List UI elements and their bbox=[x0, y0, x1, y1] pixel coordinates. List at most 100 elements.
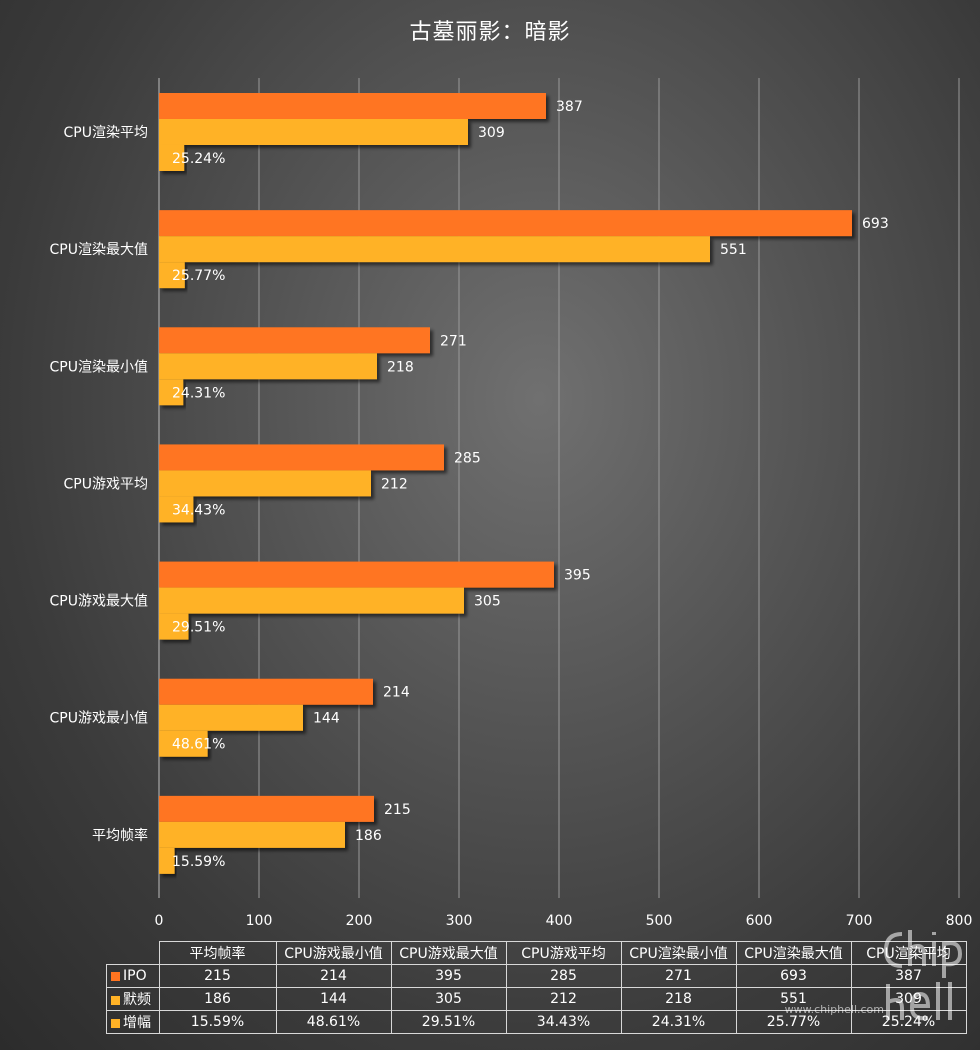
bar-增幅-平均帧率 bbox=[159, 847, 175, 874]
bar-IPO-CPU游戏平均 bbox=[159, 444, 444, 471]
data-label: 395 bbox=[564, 568, 591, 584]
bar-默频-平均帧率 bbox=[159, 821, 345, 848]
bar-IPO-平均帧率 bbox=[159, 795, 374, 822]
table-row: 增幅 15.59% 48.61% 29.51% 34.43% 24.31% 25.77% 25… bbox=[106, 1010, 967, 1034]
legend-label: 默频 bbox=[123, 992, 151, 1008]
watermark-url: www.chiphell.com bbox=[784, 1003, 884, 1016]
table-cell: 387 bbox=[850, 964, 967, 988]
x-tick-label: 500 bbox=[646, 913, 673, 929]
table-cell: 15.59% bbox=[158, 1010, 277, 1034]
table-row-header: 增幅 bbox=[106, 1010, 160, 1034]
data-label: 693 bbox=[862, 216, 889, 232]
x-tick-label: 800 bbox=[946, 913, 973, 929]
table-cell: 395 bbox=[390, 964, 507, 988]
table-column-header: CPU渲染最小值 bbox=[620, 941, 737, 965]
table-cell: 25.77% bbox=[735, 1010, 852, 1034]
x-tick-label: 300 bbox=[446, 913, 473, 929]
x-tick-label: 400 bbox=[546, 913, 573, 929]
table-row: 默频 186 144 305 212 218 551 309 bbox=[106, 987, 967, 1011]
data-label: 305 bbox=[474, 594, 501, 610]
data-label: 34.43% bbox=[172, 502, 225, 518]
data-label: 25.77% bbox=[172, 268, 225, 284]
bar-IPO-CPU渲染最小值 bbox=[159, 327, 430, 354]
table-cell: 271 bbox=[620, 964, 737, 988]
data-label: 48.61% bbox=[172, 737, 225, 753]
table-row: IPO 215 214 395 285 271 693 387 bbox=[106, 964, 967, 988]
category-label: CPU游戏最小值 bbox=[50, 711, 148, 727]
bar-增幅-CPU游戏平均 bbox=[159, 496, 194, 523]
data-label: 29.51% bbox=[172, 620, 225, 636]
bar-默频-CPU游戏最小值 bbox=[159, 704, 303, 731]
data-label: 218 bbox=[387, 359, 414, 375]
table-cell: 305 bbox=[390, 987, 507, 1011]
data-label: 15.59% bbox=[172, 854, 225, 870]
table-cell: 186 bbox=[158, 987, 277, 1011]
table-column-header: CPU游戏最大值 bbox=[390, 941, 507, 965]
table-header-row: 平均帧率 CPU游戏最小值 CPU游戏最大值 CPU游戏平均 CPU渲染最小值 CPU渲染… bbox=[106, 941, 967, 965]
data-label: 186 bbox=[355, 828, 382, 844]
data-label: 271 bbox=[440, 333, 467, 349]
chart-title: 古墓丽影：暗影 bbox=[409, 20, 571, 45]
table-cell: 214 bbox=[275, 964, 392, 988]
x-tick-labels: 0 100 200 300 400 500 600 700 800 bbox=[155, 913, 973, 929]
data-label: 25.24% bbox=[172, 151, 225, 167]
table-cell: 24.31% bbox=[620, 1010, 737, 1034]
table-cell: 215 bbox=[158, 964, 277, 988]
bar-默频-CPU渲染最大值 bbox=[159, 236, 710, 263]
category-label: CPU游戏最大值 bbox=[50, 594, 148, 610]
table-column-header: 平均帧率 bbox=[158, 941, 277, 965]
data-label: 144 bbox=[313, 711, 340, 727]
table-cell: 34.43% bbox=[505, 1010, 622, 1034]
bar-增幅-CPU游戏最小值 bbox=[159, 730, 208, 757]
table-column-header: CPU渲染最大值 bbox=[735, 941, 852, 965]
bar-增幅-CPU渲染最小值 bbox=[159, 379, 184, 406]
legend-label: IPO bbox=[123, 968, 147, 984]
table-column-header: CPU游戏最小值 bbox=[275, 941, 392, 965]
x-tick-label: 100 bbox=[246, 913, 273, 929]
x-tick-label: 0 bbox=[155, 913, 164, 929]
category-label: CPU游戏平均 bbox=[64, 476, 148, 492]
x-tick-label: 600 bbox=[746, 913, 773, 929]
bars bbox=[159, 93, 852, 874]
table-corner-cell bbox=[106, 941, 160, 965]
bar-默频-CPU渲染最小值 bbox=[159, 353, 377, 380]
table-cell: 48.61% bbox=[275, 1010, 392, 1034]
data-label: 215 bbox=[384, 802, 411, 818]
category-label: CPU渲染最小值 bbox=[50, 359, 148, 375]
table-cell: 285 bbox=[505, 964, 622, 988]
table-cell: 144 bbox=[275, 987, 392, 1011]
legend-key bbox=[111, 971, 120, 981]
bar-IPO-CPU游戏最小值 bbox=[159, 678, 373, 705]
bar-默频-CPU游戏最大值 bbox=[159, 587, 464, 614]
category-labels: 平均帧率 CPU游戏最小值 CPU游戏最大值 CPU游戏平均 CPU渲染最小值 CPU渲染… bbox=[50, 125, 148, 844]
table-row-header: 默频 bbox=[106, 987, 160, 1011]
x-tick-label: 200 bbox=[346, 913, 373, 929]
category-label: 平均帧率 bbox=[92, 827, 148, 844]
data-label: 24.31% bbox=[172, 385, 225, 401]
legend-key bbox=[111, 1018, 120, 1028]
category-label: CPU渲染最大值 bbox=[50, 242, 148, 258]
table-cell: 218 bbox=[620, 987, 737, 1011]
bar-默频-CPU游戏平均 bbox=[159, 470, 371, 497]
bar-IPO-CPU渲染平均 bbox=[159, 93, 546, 119]
data-label: 285 bbox=[454, 450, 481, 466]
table-cell: 212 bbox=[505, 987, 622, 1011]
table-body: IPO 215 214 395 285 271 693 387 默频 186 144 305 212 21… bbox=[106, 964, 967, 1034]
table-cell: 29.51% bbox=[390, 1010, 507, 1034]
bar-增幅-CPU渲染平均 bbox=[159, 145, 185, 171]
table-row-header: IPO bbox=[106, 964, 160, 988]
data-label: 214 bbox=[383, 685, 410, 701]
category-label: CPU渲染平均 bbox=[64, 125, 148, 141]
data-label: 387 bbox=[556, 99, 583, 115]
data-label: 309 bbox=[478, 125, 505, 141]
bar-IPO-CPU渲染最大值 bbox=[159, 210, 852, 237]
data-table: 平均帧率 CPU游戏最小值 CPU游戏最大值 CPU游戏平均 CPU渲染最小值 CPU渲染… bbox=[106, 941, 967, 1034]
bar-IPO-CPU游戏最大值 bbox=[159, 561, 554, 588]
chiphell-logo-watermark bbox=[883, 930, 963, 1021]
legend-label: 增幅 bbox=[123, 1015, 151, 1031]
table-cell: 693 bbox=[735, 964, 852, 988]
bar-增幅-CPU渲染最大值 bbox=[159, 262, 185, 289]
